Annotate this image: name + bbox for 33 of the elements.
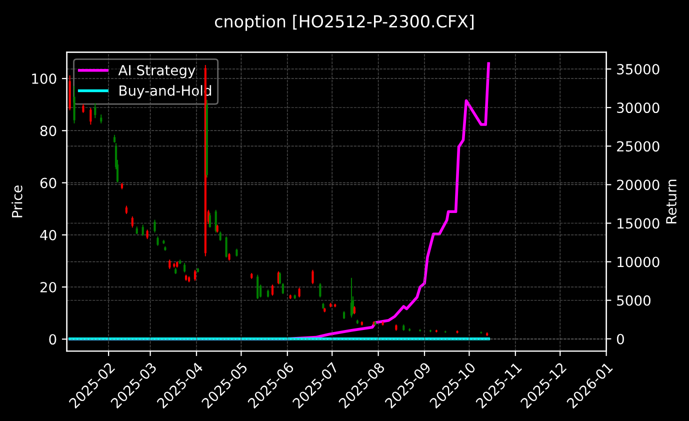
legend-label: AI Strategy (118, 64, 196, 78)
candlestick (456, 330, 458, 334)
y2-tick-label: 30000 (617, 102, 660, 114)
y-tick-label: 60 (40, 178, 56, 188)
candlestick (131, 216, 134, 228)
candlestick (312, 270, 314, 284)
candlestick (418, 329, 422, 332)
candlestick (225, 236, 228, 258)
candlestick (90, 108, 92, 125)
y2-tick-label: 20000 (617, 180, 660, 190)
candlestick (194, 270, 196, 281)
candlestick (73, 86, 76, 124)
candlestick (142, 224, 144, 236)
y2-tick-label: 15000 (618, 218, 660, 229)
y-tick-label: 0 (49, 334, 56, 345)
y2-tick-label: 10000 (618, 256, 660, 268)
y2-tick-label: 5000 (617, 295, 650, 306)
y2-axis-title: Return (666, 180, 677, 224)
candlestick (94, 103, 96, 118)
candlestick (319, 283, 322, 298)
y-tick-label: 100 (32, 73, 56, 84)
y2-tick-label: 25000 (617, 141, 660, 152)
chart-title: cnoption [HO2512-P-2300.CFX] (214, 14, 474, 31)
y2-tick-label: 35000 (617, 64, 660, 74)
candlestick (408, 328, 411, 332)
y-tick-label: 20 (40, 282, 56, 292)
y-tick-label: 80 (40, 126, 56, 136)
y-tick-label: 40 (40, 230, 56, 240)
y-axis-title: Price (12, 185, 22, 218)
candlestick (154, 220, 156, 233)
y2-tick-label: 0 (616, 334, 624, 344)
candlestick (256, 274, 259, 299)
candlestick (271, 284, 274, 296)
